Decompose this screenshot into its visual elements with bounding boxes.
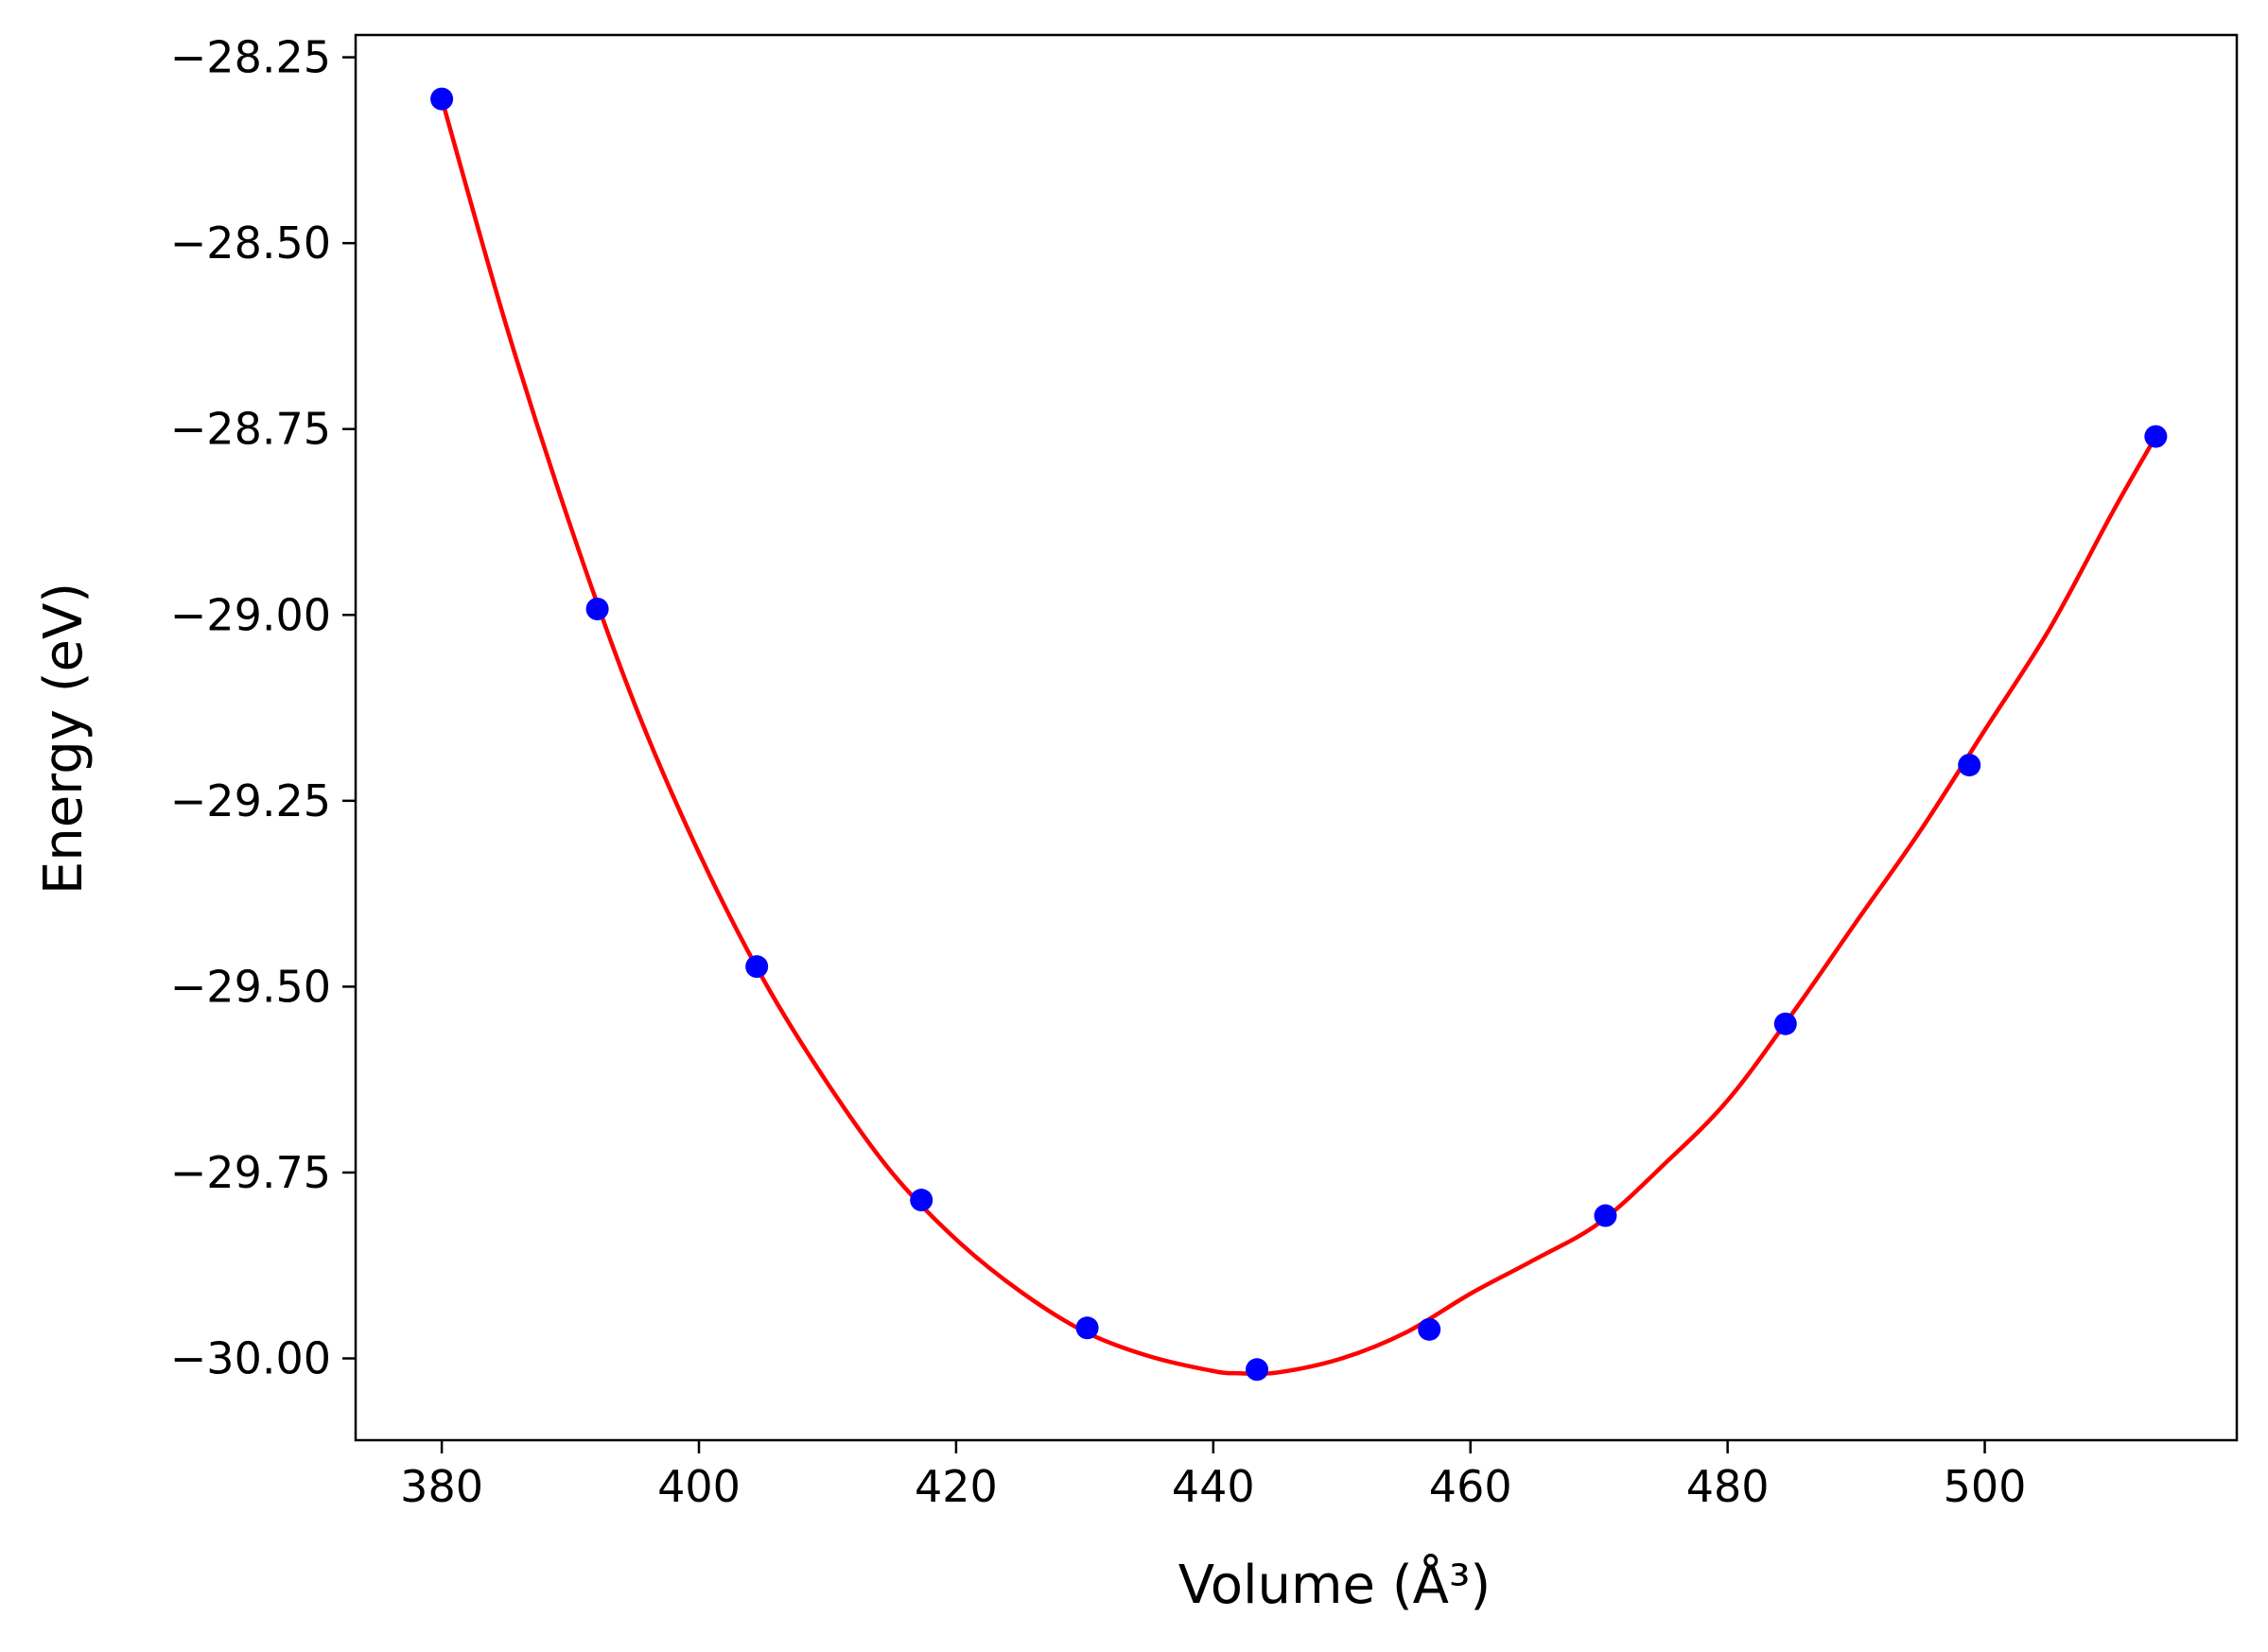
y-tick-label: −29.25	[170, 775, 331, 826]
y-tick-label: −29.75	[170, 1147, 331, 1198]
y-tick-label: −29.00	[170, 589, 331, 640]
x-axis-label: Volume (Å³)	[1178, 1554, 1492, 1616]
data-point	[1246, 1358, 1269, 1382]
x-axis-ticks: 380 400 420 440 460 480 500	[400, 1440, 2026, 1512]
y-tick-label: −28.75	[170, 404, 331, 455]
data-point	[430, 87, 454, 111]
x-tick-label: 420	[915, 1461, 998, 1512]
data-point	[1418, 1317, 1441, 1341]
x-tick-label: 380	[400, 1461, 483, 1512]
data-point	[1594, 1204, 1617, 1227]
data-point	[2144, 425, 2168, 448]
x-tick-label: 460	[1429, 1461, 1512, 1512]
data-point	[1075, 1316, 1099, 1340]
y-axis-label: Energy (eV)	[33, 583, 95, 895]
x-tick-label: 480	[1686, 1461, 1770, 1512]
x-tick-label: 400	[657, 1461, 741, 1512]
plot-area	[354, 33, 2239, 1442]
data-point	[745, 955, 769, 979]
axes-frame	[354, 33, 2239, 1442]
data-point	[910, 1189, 933, 1212]
x-tick-label: 500	[1944, 1461, 2027, 1512]
data-point	[1958, 754, 1981, 777]
y-tick-label: −29.50	[170, 961, 331, 1012]
x-tick-label: 440	[1172, 1461, 1255, 1512]
y-tick-label: −28.50	[170, 217, 331, 269]
y-tick-label: −30.00	[170, 1333, 331, 1384]
y-tick-label: −28.25	[170, 32, 331, 83]
fit-curve	[439, 98, 2158, 1377]
y-axis-ticks: −28.25 −28.50 −28.75 −29.00 −29.25 −29.50 −29.…	[170, 32, 356, 1384]
data-point	[585, 597, 609, 620]
data-point	[1773, 1012, 1797, 1035]
